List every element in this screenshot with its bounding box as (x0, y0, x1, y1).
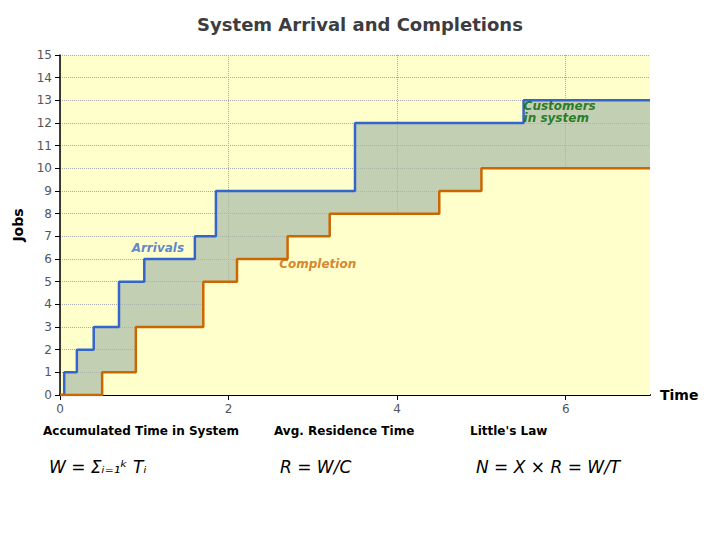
svg-text:0: 0 (44, 388, 52, 402)
svg-text:Accumulated Time in System: Accumulated Time in System (43, 424, 239, 438)
svg-text:8: 8 (44, 207, 52, 221)
svg-text:13: 13 (37, 93, 52, 107)
svg-text:5: 5 (44, 275, 52, 289)
svg-text:Arrivals: Arrivals (131, 241, 184, 255)
svg-text:11: 11 (37, 139, 52, 153)
svg-text:Customers: Customers (523, 98, 596, 113)
svg-text:in system: in system (524, 111, 589, 125)
svg-text:R = W/C: R = W/C (280, 457, 351, 477)
svg-text:4: 4 (393, 402, 401, 416)
svg-text:2: 2 (225, 402, 233, 416)
svg-text:2: 2 (44, 343, 52, 357)
svg-text:Completion: Completion (279, 257, 356, 271)
svg-text:10: 10 (37, 161, 52, 175)
svg-text:Time: Time (660, 387, 698, 403)
svg-text:14: 14 (37, 71, 52, 85)
svg-text:7: 7 (44, 229, 52, 243)
svg-text:0: 0 (56, 402, 64, 416)
svg-text:4: 4 (44, 297, 52, 311)
svg-text:Avg. Residence Time: Avg. Residence Time (274, 424, 414, 438)
svg-text:3: 3 (44, 320, 52, 334)
svg-text:W = Σᵢ₌₁ᵏ Tᵢ: W = Σᵢ₌₁ᵏ Tᵢ (49, 457, 147, 477)
svg-text:6: 6 (44, 252, 52, 266)
svg-text:6: 6 (562, 402, 570, 416)
svg-text:15: 15 (37, 48, 52, 62)
svg-text:1: 1 (44, 365, 52, 379)
svg-text:Little's Law: Little's Law (470, 424, 547, 438)
svg-text:N = X × R = W/T: N = X × R = W/T (476, 457, 622, 477)
svg-text:12: 12 (37, 116, 52, 130)
svg-text:9: 9 (44, 184, 52, 198)
svg-text:Jobs: Jobs (10, 208, 26, 242)
svg-text:System Arrival and Completions: System Arrival and Completions (197, 14, 523, 35)
